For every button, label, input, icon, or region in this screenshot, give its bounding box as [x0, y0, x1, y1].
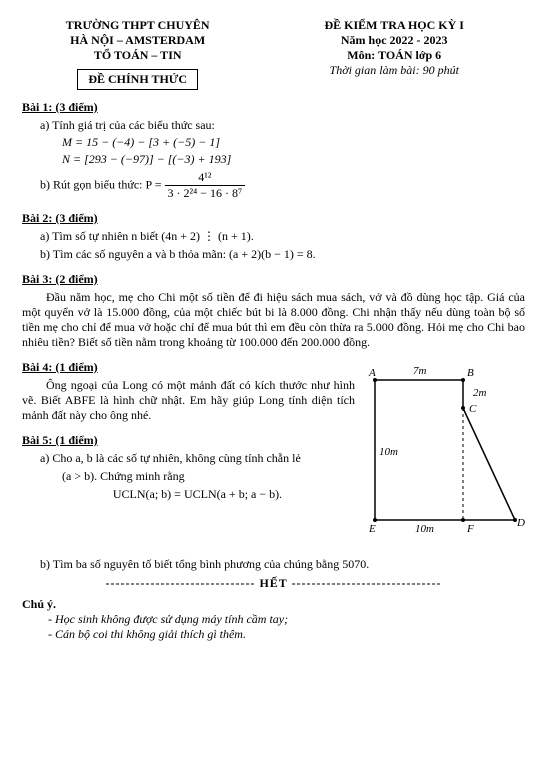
- frac-den: 3 · 2²⁴ − 16 · 8⁷: [165, 186, 246, 201]
- label-C: C: [469, 403, 477, 415]
- label-AE: 10m: [379, 446, 398, 458]
- label-A: A: [368, 367, 376, 379]
- bai-5-title: Bài 5: (1 điểm): [22, 433, 98, 447]
- bai-4: Bài 4: (1 điểm) Ông ngoại của Long có mộ…: [22, 360, 355, 423]
- b1-m: M = 15 − (−4) − [3 + (−5) − 1]: [62, 135, 525, 150]
- official-box: ĐỀ CHÍNH THỨC: [77, 69, 198, 90]
- label-B: B: [467, 367, 474, 379]
- dept-line: TỔ TOÁN – TIN: [22, 48, 253, 63]
- trapezoid-figure: A B C D E F 7m 2m 10m 10m: [355, 360, 525, 550]
- year-line: Năm học 2022 - 2023: [263, 33, 525, 48]
- b3-paragraph: Đầu năm học, mẹ cho Chi một số tiền để đ…: [22, 290, 525, 350]
- note-2: - Cán bộ coi thi không giải thích gì thê…: [48, 627, 525, 642]
- end-text: HẾT: [259, 576, 287, 590]
- label-AB: 7m: [413, 365, 427, 377]
- b1-fraction: 4¹² 3 · 2²⁴ − 16 · 8⁷: [165, 170, 246, 201]
- header-left: TRƯỜNG THPT CHUYÊN HÀ NỘI – AMSTERDAM TỔ…: [22, 18, 253, 90]
- figure-box: A B C D E F 7m 2m 10m 10m: [355, 360, 525, 554]
- header: TRƯỜNG THPT CHUYÊN HÀ NỘI – AMSTERDAM TỔ…: [22, 18, 525, 90]
- school-line1: TRƯỜNG THPT CHUYÊN: [22, 18, 253, 33]
- bai-2-title: Bài 2: (3 điểm): [22, 211, 98, 225]
- frac-num: 4¹²: [165, 170, 246, 186]
- label-EF: 10m: [415, 523, 434, 535]
- time-line: Thời gian làm bài: 90 phút: [263, 63, 525, 78]
- b5-a1: a) Cho a, b là các số tự nhiên, không cù…: [40, 451, 355, 466]
- bai-4-5-text: Bài 4: (1 điểm) Ông ngoại của Long có mộ…: [22, 360, 355, 554]
- school-line2: HÀ NỘI – AMSTERDAM: [22, 33, 253, 48]
- label-D: D: [516, 517, 525, 529]
- b1-b-text: b) Rút gọn biểu thức: P =: [40, 177, 162, 191]
- b1-a: a) Tính giá trị của các biểu thức sau:: [40, 118, 525, 133]
- bai-2: Bài 2: (3 điểm) a) Tìm số tự nhiên n biế…: [22, 211, 525, 262]
- bai-4-row: Bài 4: (1 điểm) Ông ngoại của Long có mộ…: [22, 360, 525, 554]
- label-BC: 2m: [473, 387, 487, 399]
- notes-title: Chú ý.: [22, 597, 525, 612]
- b2-b: b) Tìm các số nguyên a và b thỏa mãn: (a…: [40, 247, 525, 262]
- notes: Chú ý. - Học sinh không được sử dụng máy…: [22, 597, 525, 642]
- bai-1-title: Bài 1: (3 điểm): [22, 100, 98, 114]
- bai-4-title: Bài 4: (1 điểm): [22, 360, 98, 374]
- bai-5: Bài 5: (1 điểm) a) Cho a, b là các số tự…: [22, 433, 355, 502]
- b5-a3: UCLN(a; b) = UCLN(a + b; a − b).: [40, 487, 355, 502]
- subject-line: Môn: TOÁN lớp 6: [263, 48, 525, 63]
- end-line: ------------------------------ HẾT -----…: [22, 576, 525, 591]
- b5-a2: (a > b). Chứng minh rằng: [62, 469, 355, 484]
- b2-a: a) Tìm số tự nhiên n biết (4n + 2) ⋮ (n …: [40, 229, 525, 244]
- b4-paragraph: Ông ngoại của Long có một mảnh đất có kí…: [22, 378, 355, 423]
- exam-title: ĐỀ KIỂM TRA HỌC KỲ I: [263, 18, 525, 33]
- b1-n: N = [293 − (−97)] − [(−3) + 193]: [62, 152, 525, 167]
- note-1: - Học sinh không được sử dụng máy tính c…: [48, 612, 525, 627]
- bai-1: Bài 1: (3 điểm) a) Tính giá trị của các …: [22, 100, 525, 201]
- bai-3-title: Bài 3: (2 điểm): [22, 272, 98, 286]
- bai-3: Bài 3: (2 điểm) Đầu năm học, mẹ cho Chi …: [22, 272, 525, 350]
- b1-b: b) Rút gọn biểu thức: P = 4¹² 3 · 2²⁴ − …: [40, 170, 525, 201]
- label-F: F: [466, 523, 474, 535]
- header-right: ĐỀ KIỂM TRA HỌC KỲ I Năm học 2022 - 2023…: [263, 18, 525, 90]
- b5-b: b) Tìm ba số nguyên tố biết tổng bình ph…: [40, 557, 525, 572]
- label-E: E: [368, 523, 376, 535]
